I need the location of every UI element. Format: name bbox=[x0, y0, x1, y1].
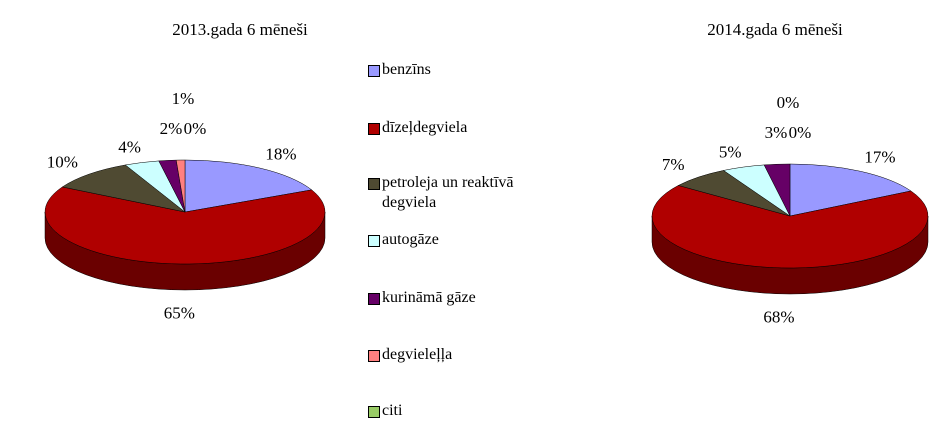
legend-label: benzīns bbox=[382, 61, 431, 78]
legend-swatch bbox=[368, 123, 380, 135]
legend-label: petroleja un reaktīvā degviela bbox=[382, 174, 514, 211]
pie-slice bbox=[651, 185, 929, 269]
legend-swatch bbox=[368, 350, 380, 362]
legend-label: citi bbox=[382, 402, 403, 419]
pie-slice bbox=[61, 164, 186, 213]
legend-item: degvieleļļa bbox=[368, 345, 452, 365]
data-label: 0% bbox=[777, 93, 800, 112]
legend-swatch bbox=[368, 65, 380, 77]
legend-swatch bbox=[368, 293, 380, 305]
chart-title: 2014.gada 6 mēneši bbox=[707, 20, 843, 39]
data-label: 65% bbox=[164, 303, 195, 322]
legend-label: degvieleļļa bbox=[382, 346, 453, 363]
data-label: 0% bbox=[184, 119, 207, 138]
pie-slice bbox=[789, 163, 912, 217]
legend-swatch bbox=[368, 178, 380, 190]
chart-title: 2013.gada 6 mēneši bbox=[172, 20, 308, 39]
data-label: 17% bbox=[864, 148, 895, 167]
data-label: 68% bbox=[763, 307, 794, 326]
legend-item: benzīns bbox=[368, 60, 431, 80]
legend-item: autogāze bbox=[368, 230, 439, 250]
legend-label: dīzeļdegviela bbox=[382, 119, 468, 136]
pie-slice bbox=[175, 159, 186, 213]
pie-slice bbox=[184, 159, 313, 213]
data-label: 18% bbox=[265, 145, 296, 164]
data-label: 4% bbox=[118, 138, 141, 157]
pie-slice bbox=[763, 163, 791, 217]
legend-swatch bbox=[368, 406, 380, 418]
legend-swatch bbox=[368, 235, 380, 247]
data-label: 10% bbox=[47, 152, 78, 171]
data-label: 1% bbox=[172, 89, 195, 108]
legend-item: citi bbox=[368, 401, 402, 421]
data-label: 0% bbox=[789, 123, 812, 142]
legend-item: dīzeļdegviela bbox=[368, 118, 467, 138]
data-label: 3% bbox=[765, 123, 788, 142]
pie-slice bbox=[44, 186, 326, 265]
legend-label: kurināmā gāze bbox=[382, 289, 476, 306]
legend-item: kurināmā gāze bbox=[368, 288, 476, 308]
legend-label: autogāze bbox=[382, 231, 439, 248]
data-label: 7% bbox=[662, 155, 685, 174]
data-label: 2% bbox=[160, 119, 183, 138]
legend-item: petroleja un reaktīvā degviela bbox=[368, 173, 538, 213]
data-label: 5% bbox=[719, 142, 742, 161]
